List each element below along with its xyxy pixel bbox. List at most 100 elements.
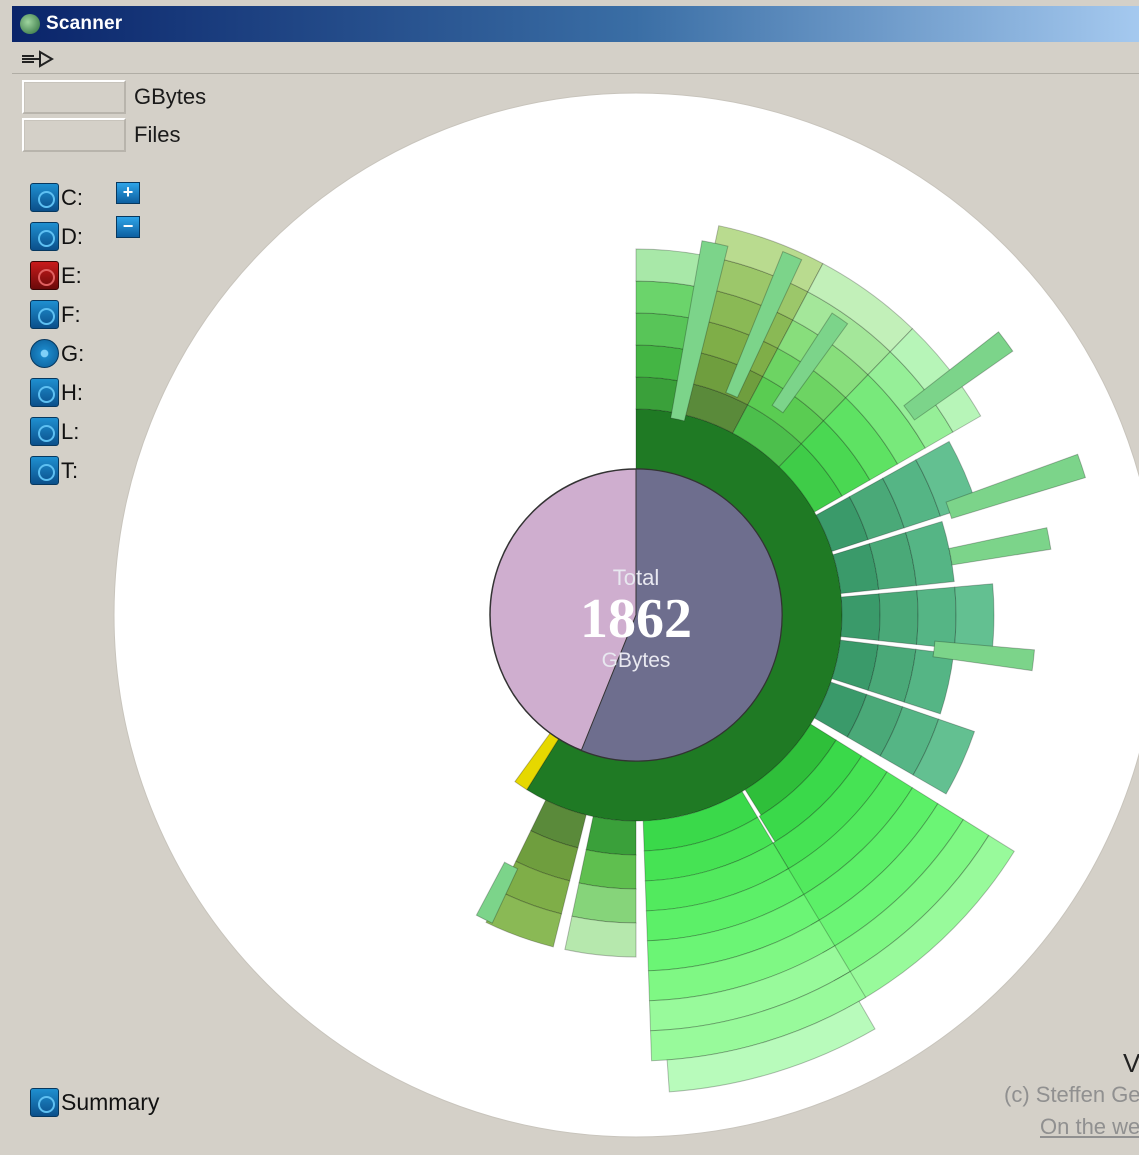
app-icon — [20, 14, 40, 34]
bright-fan-b-level2 — [642, 790, 759, 852]
back-arrow-icon[interactable] — [18, 47, 58, 71]
teal-sector-2-level3 — [878, 589, 919, 646]
website-link[interactable]: On the we — [1040, 1114, 1139, 1139]
drive-item-e[interactable]: E: — [30, 256, 84, 295]
zoom-in-button[interactable]: + — [116, 182, 140, 204]
files-field — [22, 118, 126, 152]
drive-label: E: — [61, 262, 82, 288]
green-sector-d-level2 — [778, 443, 843, 513]
olive-sector-b-level5 — [698, 287, 794, 350]
teal-sector-2-level5 — [953, 583, 995, 653]
files-label: Files — [134, 122, 181, 147]
hard-drive-red-icon — [30, 261, 59, 290]
branch-spike-1 — [725, 250, 803, 399]
drive-label: D: — [61, 223, 83, 249]
drive-item-g[interactable]: G: — [30, 334, 84, 373]
drive-item-d[interactable]: D: — [30, 217, 84, 256]
hard-drive-icon — [30, 300, 59, 329]
small-sector-a-level5 — [564, 915, 637, 958]
drive-label: G: — [61, 340, 85, 366]
branch-spike-2 — [771, 312, 849, 414]
bright-fan-a-level2 — [744, 723, 837, 816]
green-sector-d-level5 — [845, 374, 926, 465]
teal-sector-2-level2 — [840, 593, 881, 642]
drive-item-h[interactable]: H: — [30, 373, 84, 412]
summary-label: Summary — [61, 1089, 160, 1115]
gbytes-label: GBytes — [134, 84, 207, 109]
branch-spike-0 — [670, 240, 729, 422]
center-unit-label: GBytes — [602, 649, 671, 672]
teal-sector-4-level4 — [879, 706, 940, 776]
bright-fan-outer — [666, 1000, 876, 1093]
teal-sector-2-level4 — [915, 586, 957, 649]
drive-item-c[interactable]: C: — [30, 178, 84, 217]
drive-item-f[interactable]: F: — [30, 295, 84, 334]
bright-fan-b-level4 — [644, 842, 790, 912]
teal-sector-4-level5 — [912, 718, 976, 795]
center-total-value: 1862 — [580, 588, 692, 650]
bright-fan-b-level8 — [648, 945, 851, 1032]
bright-fan-b-level5 — [645, 868, 805, 942]
bright-fan-a-level3 — [758, 739, 863, 843]
bright-fan-b-level9 — [650, 970, 867, 1062]
hard-drive-icon — [30, 1088, 59, 1117]
teal-sector-4-level2 — [813, 681, 868, 738]
branch-spike-6 — [932, 640, 1036, 672]
teal-sector-1-level2 — [832, 543, 880, 595]
small-sector-b-level2 — [530, 799, 587, 849]
teal-sector-1-level3 — [868, 531, 918, 591]
teal-sector-3-level3 — [867, 644, 917, 703]
teal-sector-0-level4 — [881, 459, 941, 529]
small-sector-b-level3 — [515, 830, 579, 882]
cd-drive-icon — [30, 339, 59, 368]
drive-list: C: D: E: F: G: H: L: T: — [30, 178, 84, 490]
center-used-space — [580, 468, 783, 762]
files-row: Files — [22, 118, 180, 152]
footer-area: V (c) Steffen Ge On the we — [6, 0, 1139, 1155]
branch-spike-7 — [475, 861, 519, 924]
green-sector-d-level7 — [889, 327, 982, 433]
window-title: Scanner — [46, 13, 123, 34]
drive-label: F: — [61, 301, 81, 327]
version-text: V — [1123, 1048, 1139, 1078]
teal-sector-4-level3 — [846, 693, 904, 757]
hard-drive-icon — [30, 378, 59, 407]
small-sector-a-level3 — [578, 849, 637, 890]
teal-sector-1-level4 — [905, 520, 955, 587]
gbytes-row: GBytes — [22, 80, 206, 114]
title-bar[interactable]: Scanner — [12, 6, 1139, 42]
hard-drive-icon — [30, 183, 59, 212]
teal-sector-0-level2 — [815, 496, 869, 552]
teal-sector-3-level2 — [831, 639, 879, 692]
drive-item-t[interactable]: T: — [30, 451, 84, 490]
gbytes-field — [22, 80, 126, 114]
teal-sector-3-level4 — [903, 648, 955, 715]
olive-sector-b-level2 — [678, 381, 749, 434]
drive-label: C: — [61, 184, 83, 210]
small-sector-b-level4 — [500, 860, 571, 915]
branch-spike-3 — [903, 331, 1014, 421]
copyright-text: (c) Steffen Ge — [1004, 1082, 1139, 1107]
branch-spike-5 — [948, 527, 1052, 566]
drive-item-l[interactable]: L: — [30, 412, 84, 451]
bright-fan-b-level3 — [643, 816, 774, 882]
summary-button[interactable]: Summary — [30, 1088, 159, 1117]
drive-label: T: — [61, 457, 79, 483]
center-title-label: Total — [613, 565, 659, 590]
hard-drive-icon — [30, 456, 59, 485]
small-sector-a-level2 — [585, 815, 637, 856]
branch-spike-4 — [945, 453, 1087, 520]
teal-sector-0-level3 — [848, 477, 905, 541]
hard-drive-icon — [30, 417, 59, 446]
small-sector-a-level4 — [571, 882, 637, 924]
zoom-out-button[interactable]: − — [116, 216, 140, 238]
green-sector-d-level6 — [867, 351, 954, 449]
drive-label: H: — [61, 379, 83, 405]
bright-fan-b-level6 — [646, 893, 821, 972]
toolbar — [12, 44, 1139, 74]
hard-drive-icon — [30, 222, 59, 251]
drive-label: L: — [61, 418, 80, 444]
bright-fan-b-level7 — [647, 919, 836, 1002]
